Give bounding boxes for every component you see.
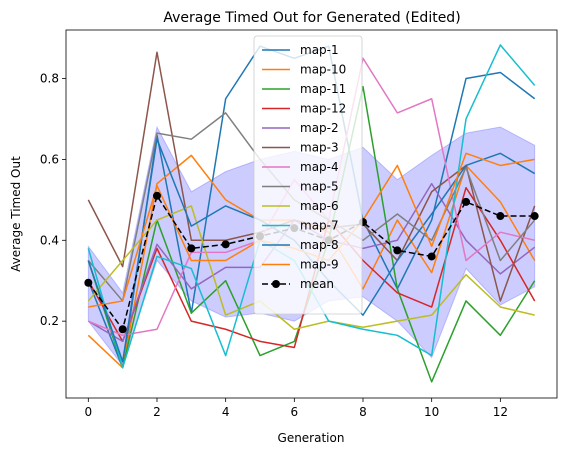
legend-label: mean [300,277,334,291]
legend-item-map-3: map-3 [262,141,339,155]
y-tick-label: 0.8 [40,72,59,86]
legend-label: map-3 [300,141,339,155]
legend-item-mean: mean [262,277,334,291]
legend-label: map-5 [300,180,339,194]
legend-label: map-11 [300,82,346,96]
mean-point [187,244,196,253]
legend-label: map-8 [300,238,339,252]
legend: map-1 map-10 map-11 map-12 map-2 map-3 map-4 ma… [253,35,363,315]
legend-item-map-5: map-5 [262,180,339,194]
x-tick-label: 10 [424,405,439,419]
legend-label: map-9 [300,258,339,272]
legend-item-map-10: map-10 [262,63,346,77]
legend-label: map-2 [300,121,339,135]
mean-point [462,197,471,206]
legend-label: map-1 [300,43,339,57]
legend-item-map-12: map-12 [262,102,346,116]
legend-label: map-12 [300,102,346,116]
mean-point [221,240,230,249]
y-axis-label: Average Timed Out [9,156,23,272]
mean-point [427,252,436,261]
mean-point [84,278,93,287]
legend-item-map-7: map-7 [262,219,339,233]
y-tick-label: 0.2 [40,314,59,328]
legend-label: map-10 [300,63,346,77]
legend-marker [272,280,280,288]
mean-point [118,325,127,334]
x-axis-label: Generation [278,431,345,445]
series-line-map-6 [87,205,535,331]
x-tick-label: 0 [84,405,92,419]
legend-label: map-6 [300,199,339,213]
legend-item-map-1: map-1 [262,43,339,57]
mean-point [393,246,402,255]
x-tick-label: 6 [291,405,299,419]
legend-item-map-8: map-8 [262,238,339,252]
legend-item-map-4: map-4 [262,160,339,174]
x-tick-label: 2 [153,405,161,419]
legend-item-map-11: map-11 [262,82,346,96]
legend-item-map-2: map-2 [262,121,339,135]
legend-label: map-7 [300,219,339,233]
plot-frame [65,29,558,399]
mean-point [496,212,505,221]
legend-label: map-4 [300,160,339,174]
legend-item-map-6: map-6 [262,199,339,213]
x-tick-label: 12 [493,405,508,419]
x-tick-label: 8 [359,405,367,419]
legend-item-map-9: map-9 [262,258,339,272]
y-tick-label: 0.6 [40,152,59,166]
mean-point [530,212,539,221]
x-tick-label: 4 [222,405,230,419]
legend-box [253,35,363,315]
chart-title: Average Timed Out for Generated (Edited) [163,10,460,26]
mean-point [152,191,161,200]
y-axis-ticks: 0.2 0.4 0.6 0.8 [40,72,66,328]
x-axis-ticks: 0 2 4 6 8 10 12 [84,398,508,419]
y-tick-label: 0.4 [40,233,59,247]
